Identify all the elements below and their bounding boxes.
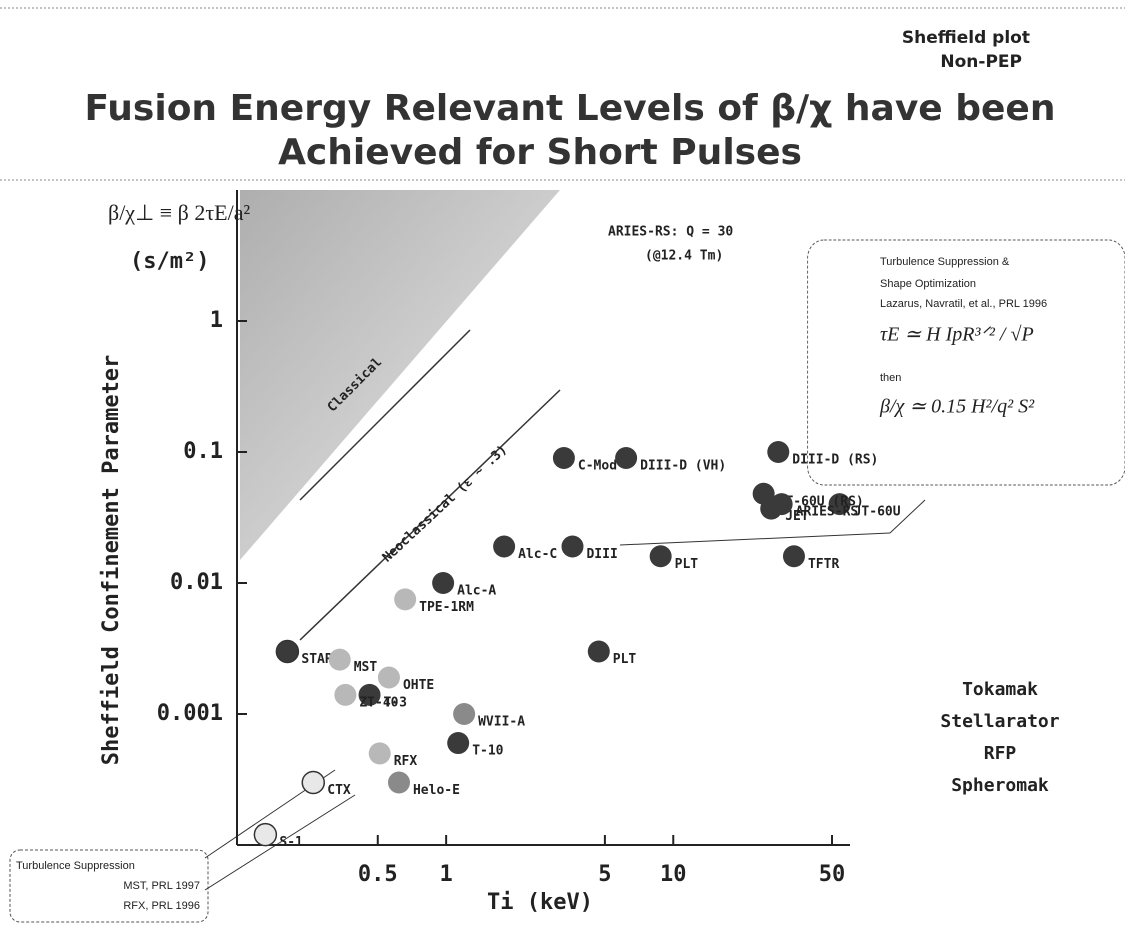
x-tick-label: 5 xyxy=(598,862,611,887)
point-label: PLT xyxy=(675,557,699,572)
data-point xyxy=(387,771,410,794)
point-label: TPE-1RM xyxy=(419,600,474,615)
point-label: JT-60U xyxy=(854,505,901,520)
point-label: JET xyxy=(785,509,809,524)
point-label: ARIES-RS xyxy=(796,505,859,520)
point-label: RFX xyxy=(394,754,418,769)
annotation: ARIES-RS: Q = 30 xyxy=(608,225,733,240)
data-point xyxy=(301,770,326,795)
title: Achieved for Short Pulses xyxy=(278,132,802,173)
annotation: Neoclassical (ε ~ .3) xyxy=(380,442,510,565)
x-tick-label: 50 xyxy=(819,862,846,887)
corner-note: Non-PEP xyxy=(940,52,1022,72)
data-point xyxy=(561,535,584,558)
data-point xyxy=(587,640,610,663)
point-label: DIII xyxy=(586,547,617,562)
point-label: DIII-D (RS) xyxy=(792,453,878,468)
point-label: C-Mod xyxy=(578,458,617,473)
y-axis-label: Sheffield Confinement Parameter xyxy=(99,355,124,766)
legend-entry: RFP xyxy=(984,743,1017,764)
y-unit: (s/m²) xyxy=(130,249,209,274)
box-left-pointer xyxy=(204,794,356,891)
point-label: ZT-40 xyxy=(359,695,398,710)
title: Fusion Energy Relevant Levels of β/χ hav… xyxy=(85,88,1056,129)
x-tick-label: 1 xyxy=(440,862,453,887)
data-point xyxy=(453,703,476,725)
point-label: TFTR xyxy=(808,557,839,572)
data-point xyxy=(649,545,672,568)
classical-line xyxy=(299,329,471,501)
point-label: Helo-E xyxy=(413,783,460,798)
y-tick-label: 0.1 xyxy=(183,439,223,464)
point-label: PLT xyxy=(613,652,637,667)
box-right-text: Shape Optimization xyxy=(880,278,976,290)
data-point xyxy=(615,446,638,469)
box-left-text: MST, PRL 1997 xyxy=(123,880,200,892)
box-left xyxy=(9,849,209,923)
box-right-text: τE ≃ H IpR³ᐟ² / √P xyxy=(880,324,1034,346)
point-label: S-1 xyxy=(279,835,303,850)
y-tick-label: 0.01 xyxy=(170,570,223,595)
box-right-text: then xyxy=(880,372,901,384)
point-label: DIII-D (VH) xyxy=(640,458,726,473)
point-label: T-10 xyxy=(472,744,503,759)
legend-entry: Tokamak xyxy=(962,679,1038,700)
data-point xyxy=(334,683,357,706)
x-axis-label: Ti (keV) xyxy=(487,890,593,915)
point-label: Alc-A xyxy=(457,584,496,599)
box-left-text: RFX, PRL 1996 xyxy=(123,900,200,912)
annotation: (@12.4 Tm) xyxy=(645,249,723,264)
point-label: CTX xyxy=(327,783,351,798)
data-point xyxy=(447,732,470,755)
data-point xyxy=(358,683,381,706)
corner-note: Sheffield plot xyxy=(902,28,1030,48)
data-point xyxy=(253,822,278,847)
data-point xyxy=(770,493,793,516)
data-point xyxy=(394,588,417,611)
data-point xyxy=(368,742,391,765)
data-point xyxy=(828,493,851,516)
x-tick-label: 0.5 xyxy=(358,862,398,887)
data-point xyxy=(782,545,805,568)
y-tick-label: 0.001 xyxy=(157,701,223,726)
y-definition: β/χ⊥ ≡ β 2τE/a² xyxy=(108,200,250,225)
data-point xyxy=(377,666,400,689)
data-point xyxy=(493,535,516,558)
classical-region xyxy=(240,190,560,560)
point-label: Alc-C xyxy=(518,547,557,562)
data-point xyxy=(432,572,455,594)
x-tick-label: 10 xyxy=(660,862,687,887)
legend-entry: Spheromak xyxy=(951,775,1049,796)
box-right xyxy=(807,239,1125,486)
box-left-text: Turbulence Suppression xyxy=(16,860,135,872)
data-point xyxy=(552,446,575,469)
legend-entry: Stellarator xyxy=(940,711,1059,732)
point-label: MST xyxy=(354,660,378,675)
data-point xyxy=(275,639,300,664)
point-label: T-3 xyxy=(384,695,407,710)
neoclassical-line xyxy=(299,389,561,641)
data-point xyxy=(767,441,790,463)
box-right-text: Turbulence Suppression & xyxy=(880,256,1010,268)
point-label: OHTE xyxy=(403,678,434,693)
y-tick-label: 1 xyxy=(210,308,223,333)
point-label: JT-60U (RS) xyxy=(778,494,864,509)
box-right-text: Lazarus, Navratil, et al., PRL 1996 xyxy=(880,298,1047,310)
box-right-pointer xyxy=(889,499,926,534)
box-right-text: β/χ ≃ 0.15 H²/q² S² xyxy=(879,396,1035,418)
data-point xyxy=(328,648,351,671)
box-right-pointer xyxy=(619,532,891,546)
point-label: WVII-A xyxy=(478,715,525,730)
